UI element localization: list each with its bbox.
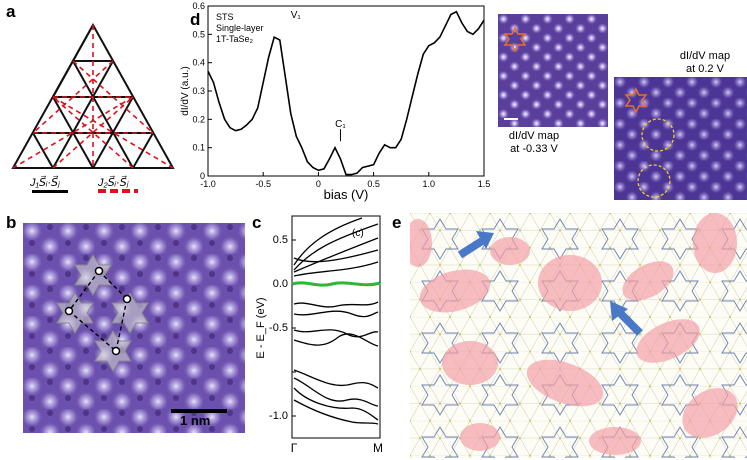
ytick-label: 0.5: [273, 234, 288, 246]
ytick-label: -0.5: [269, 322, 288, 334]
map1-caption: dI/dV map at -0.33 V: [508, 130, 560, 155]
x-tick-label: 0: [316, 179, 321, 189]
domain-circle: [637, 164, 671, 198]
domain-circle: [641, 118, 675, 152]
stm-topography-image: 1 nm: [23, 223, 245, 433]
domain-wall-lattice-diagram: [410, 213, 747, 458]
xtick-label: M: [373, 441, 383, 455]
scalebar-label: 1 nm: [180, 413, 211, 428]
y-tick-label: 0.5: [192, 29, 205, 39]
didv-map-negative-bias: [498, 14, 608, 127]
peak-label-v1: V₁: [291, 10, 302, 21]
dIdV-series-line: [207, 10, 485, 176]
star-marker: [503, 26, 527, 53]
legend-j2-label: J₂S⃗ᵢ·S⃗ⱼ: [98, 177, 129, 189]
map2-caption: dI/dV map at 0.2 V: [679, 50, 731, 75]
inset-title-line: 1T-TaSe₂: [216, 34, 254, 44]
kagome-lattice-diagram: [11, 22, 175, 169]
panel-label-e: e: [392, 213, 402, 232]
star-marker: [624, 87, 648, 114]
ytick-label: -1.0: [269, 410, 288, 422]
panel-label-d: d: [190, 10, 201, 29]
x-axis-label: bias (V): [324, 187, 369, 202]
y-tick-label: 0.4: [192, 58, 205, 68]
y-tick-label: 0.3: [192, 86, 205, 96]
x-tick-label: 1.0: [423, 179, 436, 189]
band-structure-plot: (c) 0.5 0.0 -0.5 -1.0 E - E_F (eV) Γ M: [255, 215, 383, 455]
xtick-label: Γ: [291, 441, 298, 455]
y-tick-label: 0: [200, 171, 205, 181]
blue-arrow-icon: [610, 301, 643, 336]
x-tick-label: 1.5: [478, 179, 490, 189]
x-tick-label: -1.0: [200, 179, 216, 189]
blue-arrow-icon: [457, 231, 494, 259]
panel-label-a: a: [6, 2, 16, 21]
domain-blobs: [410, 213, 738, 455]
legend-j1-line: [32, 190, 68, 193]
panel-label-c: c: [252, 213, 262, 232]
x-tick-label: 0.5: [367, 179, 380, 189]
legend-j1-label: J₁S⃗ᵢ·S⃗ⱼ: [30, 177, 60, 189]
star-of-david-overlays: [56, 254, 149, 372]
legend-j2-line: [98, 189, 138, 193]
y-tick-label: 0.1: [192, 143, 205, 153]
y-tick-label: 0.2: [192, 114, 205, 124]
y-axis-label: E - E_F (eV): [255, 297, 267, 358]
band-tag-text: (c): [352, 228, 364, 239]
inset-title-line: STS: [216, 12, 234, 22]
sts-spectrum-chart: 0 0.1 0.2 0.3 0.4 0.5 0.6 -1.0 -0.5 0 0.5 1.0 1.5 S…: [180, 1, 490, 202]
didv-map-positive-bias: [614, 77, 747, 200]
plot-frame: [207, 5, 485, 177]
x-tick-label: -0.5: [255, 179, 271, 189]
inset-title-line: Single-layer: [216, 23, 264, 33]
y-tick-label: 0.6: [192, 1, 205, 11]
peak-label-c1: C₁: [335, 119, 346, 130]
y-axis-label: dI/dV (a.u.): [180, 66, 191, 115]
ytick-label: 0.0: [273, 278, 288, 290]
panel-label-b: b: [6, 213, 17, 232]
